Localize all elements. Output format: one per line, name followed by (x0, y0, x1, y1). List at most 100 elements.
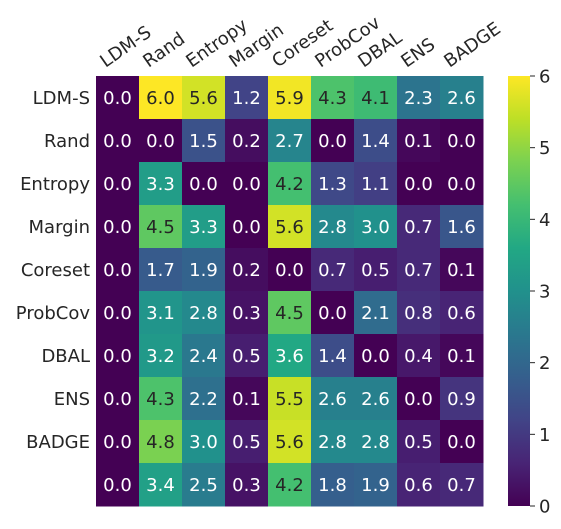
cell-value-label: 0.0 (103, 88, 132, 109)
heatmap-cell (182, 463, 226, 507)
cell-value-label: 0.9 (447, 389, 476, 410)
heatmap-cell (225, 334, 269, 378)
heatmap-cell (354, 334, 398, 378)
x-axis-tick-labels: LDM-SRandEntropyMarginCoresetProbCovDBAL… (96, 12, 504, 72)
heatmap-cell (397, 248, 441, 292)
heatmap-cell (182, 334, 226, 378)
cell-value-label: 0.0 (103, 131, 132, 152)
y-tick-label: Margin (29, 217, 90, 238)
cell-value-label: 0.0 (103, 346, 132, 367)
cell-value-label: 3.0 (189, 432, 218, 453)
cell-value-label: 0.1 (404, 131, 433, 152)
heatmap-cell (440, 248, 484, 292)
cell-value-label: 0.0 (447, 174, 476, 195)
cell-value-label: 0.1 (447, 346, 476, 367)
heatmap-cell-labels: 0.0 6.0 5.6 1.2 5.9 4.3 4.1 2.3 2.6 0.0 0.0 1.5 0.2 2… (103, 88, 476, 496)
heatmap-cell (268, 420, 312, 464)
cell-value-label: 0.0 (275, 260, 304, 281)
cell-value-label: 0.0 (404, 174, 433, 195)
heatmap-cell (139, 420, 183, 464)
cell-value-label: 0.6 (447, 303, 476, 324)
heatmap-cell (440, 420, 484, 464)
heatmap-cell (182, 76, 226, 120)
cell-value-label: 0.0 (318, 131, 347, 152)
cell-value-label: 0.5 (404, 432, 433, 453)
y-tick-label: ProbCov (16, 303, 91, 324)
heatmap-cell (225, 377, 269, 421)
cell-value-label: 5.6 (275, 217, 304, 238)
heatmap-cell (139, 377, 183, 421)
heatmap-cell (139, 76, 183, 120)
cell-value-label: 1.7 (146, 260, 175, 281)
cell-value-label: 0.0 (232, 217, 261, 238)
cell-value-label: 0.7 (404, 217, 433, 238)
cell-value-label: 2.4 (189, 346, 218, 367)
cell-value-label: 3.1 (146, 303, 175, 324)
heatmap-cell (225, 248, 269, 292)
heatmap-cell (96, 334, 140, 378)
cell-value-label: 4.2 (275, 475, 304, 496)
heatmap-cell (397, 334, 441, 378)
heatmap-cell (139, 205, 183, 249)
y-tick-label: Entropy (20, 174, 90, 195)
cell-value-label: 0.8 (404, 303, 433, 324)
heatmap-cell (354, 377, 398, 421)
cell-value-label: 0.7 (318, 260, 347, 281)
heatmap-cell (268, 377, 312, 421)
colorbar-tick-label: 4 (539, 210, 550, 231)
heatmap-cell (397, 291, 441, 335)
heatmap-cell (268, 205, 312, 249)
heatmap-cell (139, 463, 183, 507)
heatmap-cell (354, 119, 398, 163)
heatmap-cell (311, 463, 355, 507)
heatmap-cell (397, 463, 441, 507)
y-axis-tick-labels: LDM-S Rand Entropy Margin Coreset ProbCov DBAL… (16, 88, 91, 453)
cell-value-label: 4.8 (146, 432, 175, 453)
heatmap-cell (311, 248, 355, 292)
colorbar: 0 1 2 3 4 5 6 (508, 67, 550, 518)
cell-value-label: 3.4 (146, 475, 175, 496)
cell-value-label: 4.5 (146, 217, 175, 238)
colorbar-gradient (508, 76, 530, 506)
cell-value-label: 0.2 (232, 260, 261, 281)
cell-value-label: 3.0 (361, 217, 390, 238)
heatmap-cell (311, 76, 355, 120)
cell-value-label: 2.8 (361, 432, 390, 453)
heatmap-cell (182, 205, 226, 249)
heatmap-cell (268, 76, 312, 120)
cell-value-label: 0.2 (232, 131, 261, 152)
heatmap-cell (182, 420, 226, 464)
cell-value-label: 0.0 (447, 131, 476, 152)
cell-value-label: 0.0 (103, 174, 132, 195)
cell-value-label: 5.9 (275, 88, 304, 109)
heatmap-cell (440, 334, 484, 378)
heatmap-cell (182, 377, 226, 421)
cell-value-label: 0.1 (232, 389, 261, 410)
heatmap-cell (225, 205, 269, 249)
heatmap-cell (354, 291, 398, 335)
cell-value-label: 4.2 (275, 174, 304, 195)
cell-value-label: 1.5 (189, 131, 218, 152)
heatmap-cell (225, 76, 269, 120)
heatmap-cell (397, 162, 441, 206)
cell-value-label: 2.6 (447, 88, 476, 109)
cell-value-label: 1.9 (361, 475, 390, 496)
cell-value-label: 0.0 (361, 346, 390, 367)
heatmap-cell (268, 119, 312, 163)
heatmap-cell (311, 291, 355, 335)
heatmap-cell (311, 420, 355, 464)
heatmap-cell (182, 291, 226, 335)
cell-value-label: 2.8 (318, 432, 347, 453)
cell-value-label: 4.5 (275, 303, 304, 324)
cell-value-label: 0.5 (232, 432, 261, 453)
cell-value-label: 1.6 (447, 217, 476, 238)
cell-value-label: 0.0 (103, 432, 132, 453)
cell-value-label: 0.0 (103, 260, 132, 281)
colorbar-tick-label: 1 (539, 425, 550, 446)
heatmap-cell (440, 119, 484, 163)
cell-value-label: 0.0 (103, 389, 132, 410)
cell-value-label: 0.0 (146, 131, 175, 152)
cell-value-label: 2.5 (189, 475, 218, 496)
heatmap-cell (96, 420, 140, 464)
cell-value-label: 0.3 (232, 475, 261, 496)
